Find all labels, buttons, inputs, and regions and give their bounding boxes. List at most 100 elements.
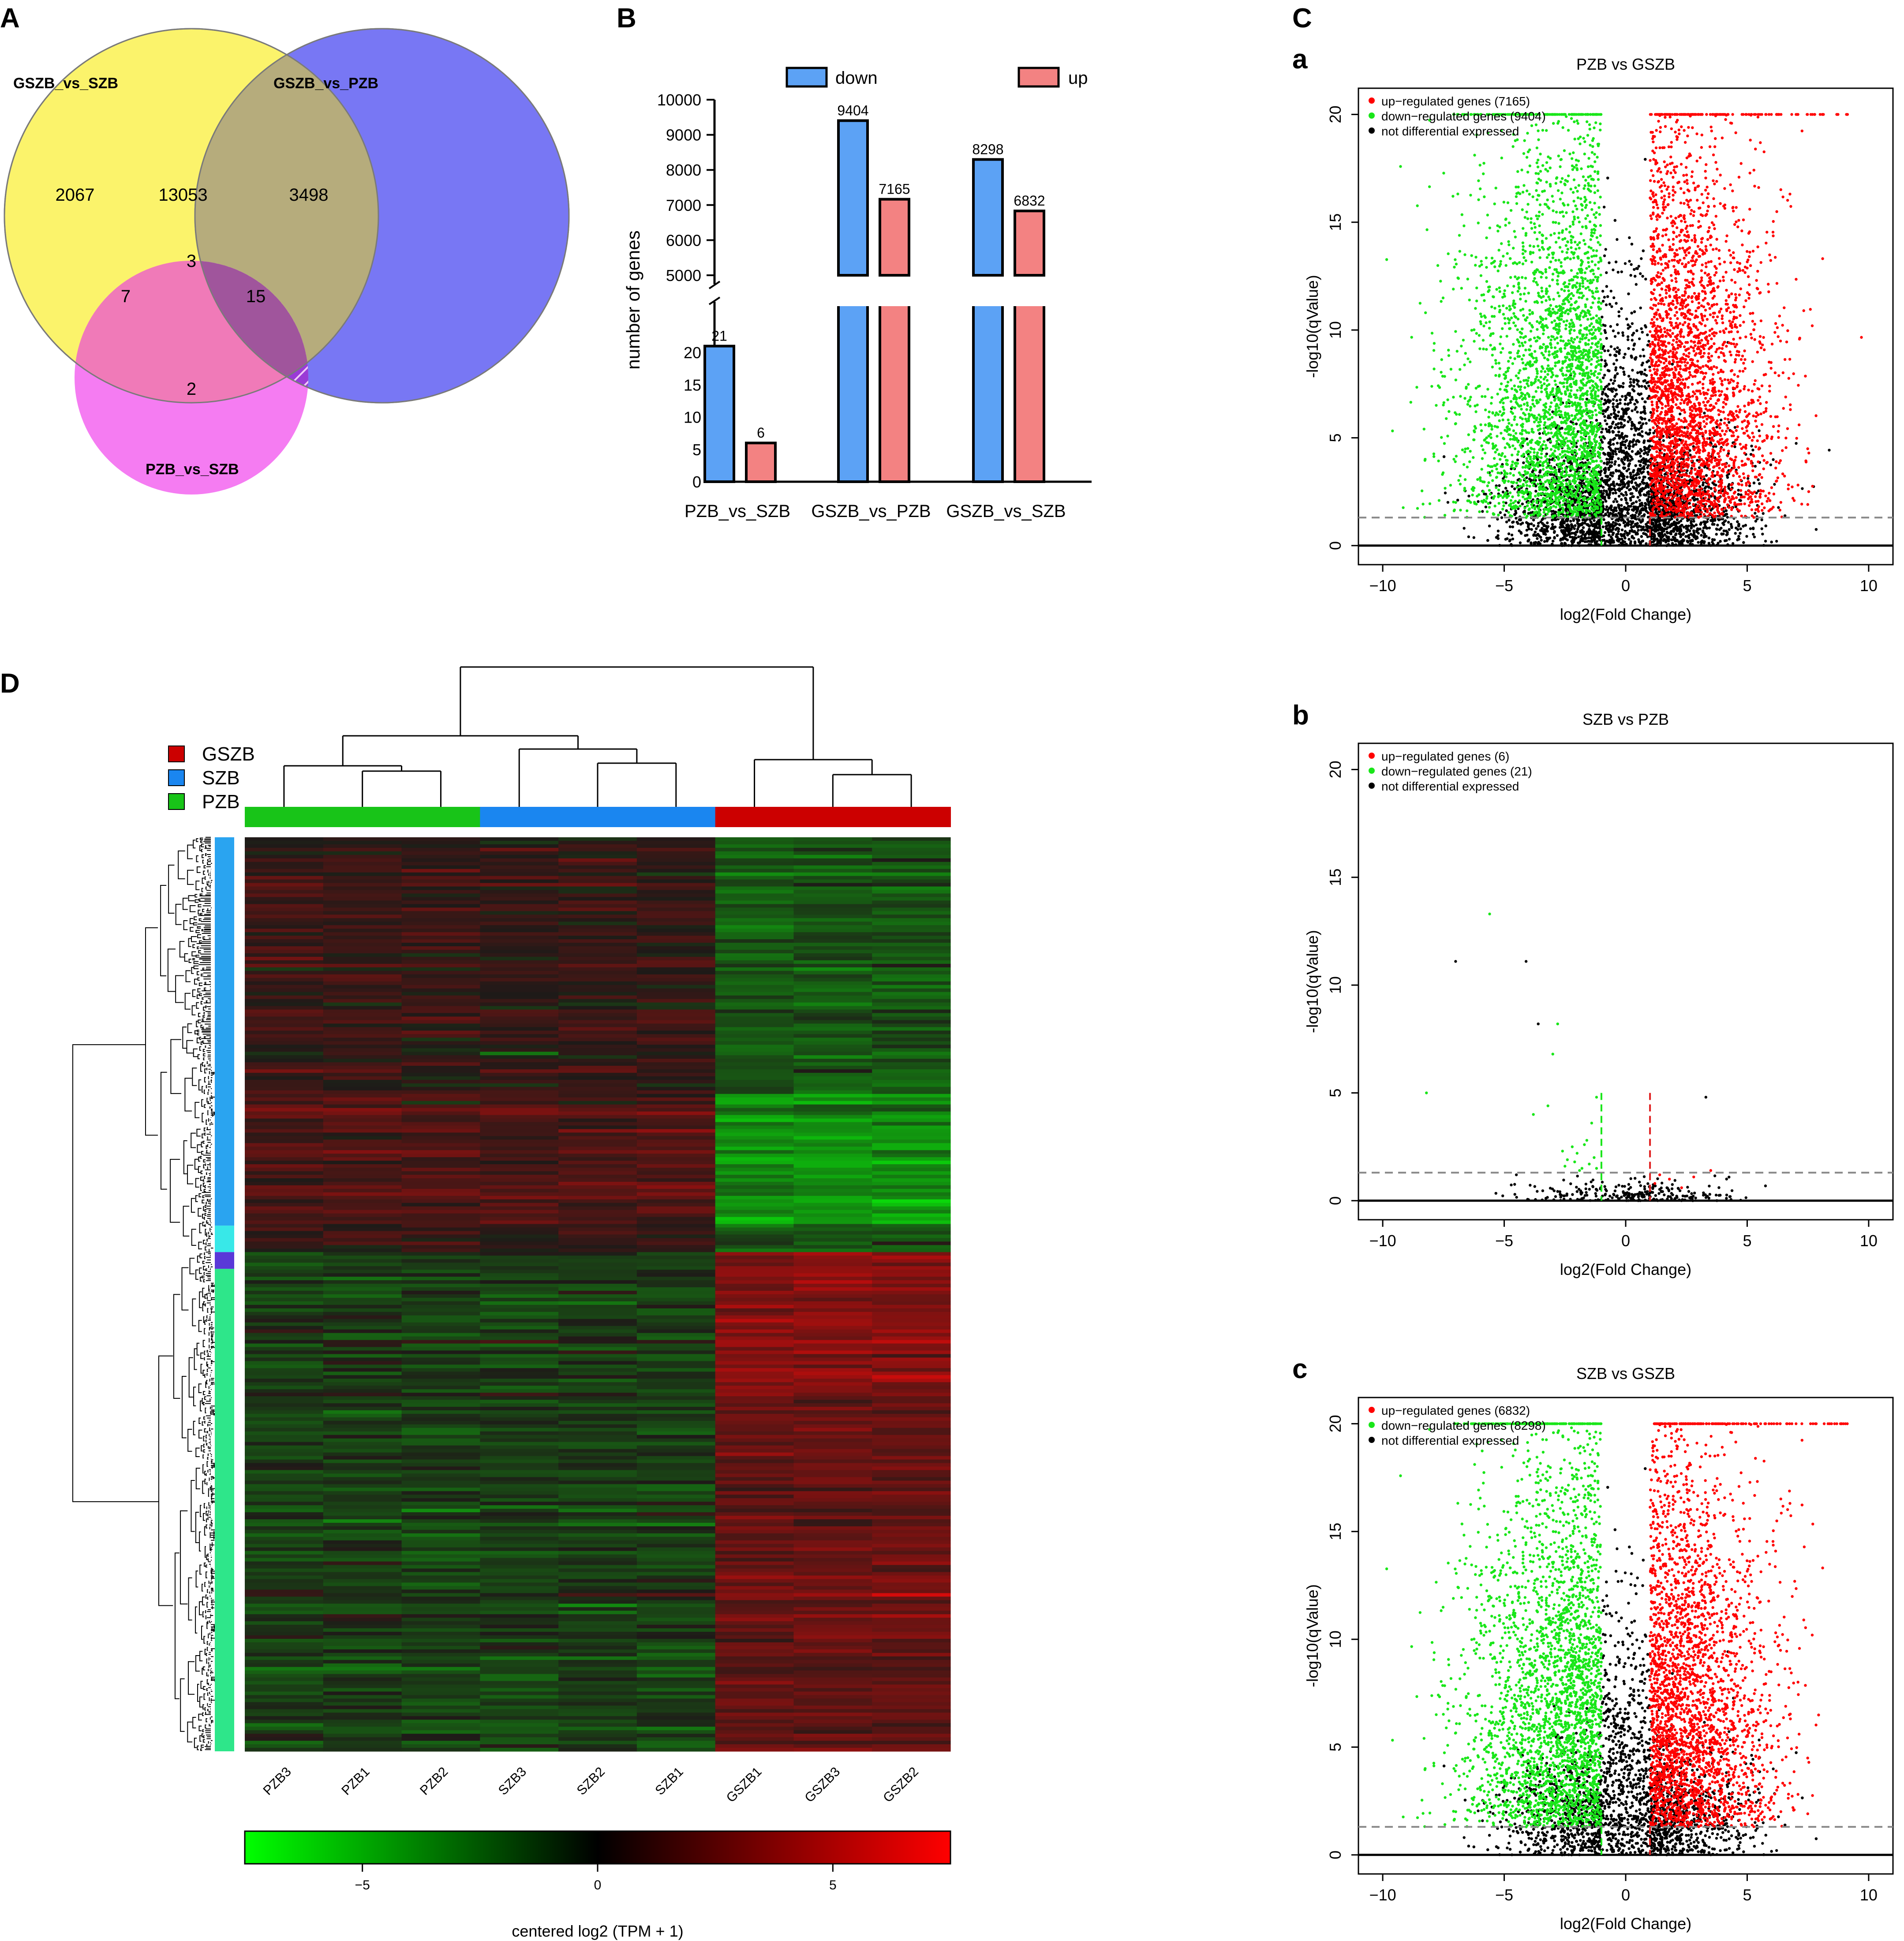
- point: [1618, 523, 1621, 526]
- point: [1654, 529, 1657, 533]
- point: [1762, 459, 1766, 462]
- point: [1611, 390, 1614, 393]
- point: [1751, 526, 1755, 530]
- point: [1698, 413, 1702, 416]
- point: [1585, 489, 1588, 493]
- point: [1567, 524, 1571, 528]
- point: [1619, 398, 1622, 401]
- legend-swatch-up: [1017, 67, 1060, 88]
- point: [1606, 493, 1609, 496]
- point: [1735, 206, 1738, 209]
- point: [1741, 427, 1744, 430]
- point: [1749, 139, 1752, 142]
- point: [1645, 533, 1648, 536]
- point: [1621, 367, 1625, 370]
- point: [1615, 350, 1618, 353]
- point: [1620, 507, 1623, 511]
- point: [1543, 540, 1546, 543]
- point: [1624, 491, 1627, 494]
- point: [1711, 494, 1715, 497]
- point: [1608, 513, 1611, 516]
- point: [1642, 348, 1645, 351]
- point: [1660, 262, 1663, 266]
- point: [1612, 296, 1616, 300]
- point: [1607, 398, 1610, 401]
- point: [1718, 394, 1721, 397]
- point: [1627, 481, 1630, 484]
- point: [1501, 463, 1504, 466]
- point: [1639, 494, 1642, 497]
- point: [1787, 487, 1790, 491]
- point: [1717, 455, 1721, 458]
- point: [1752, 481, 1756, 485]
- point: [1746, 291, 1749, 294]
- point: [1758, 429, 1761, 432]
- point: [1566, 529, 1569, 532]
- point: [1606, 475, 1609, 479]
- point: [1635, 399, 1638, 402]
- point: [1593, 519, 1596, 522]
- point: [1675, 341, 1678, 344]
- point: [1715, 322, 1718, 325]
- point: [1606, 511, 1609, 514]
- point: [1709, 397, 1712, 400]
- point: [1662, 181, 1665, 184]
- point: [1670, 524, 1673, 527]
- point: [1736, 416, 1740, 419]
- point: [1668, 162, 1672, 165]
- point: [1614, 368, 1617, 371]
- point: [1622, 356, 1626, 359]
- point: [1651, 518, 1655, 521]
- point: [1620, 307, 1623, 310]
- point: [1639, 354, 1642, 358]
- point: [1752, 169, 1755, 172]
- point: [1683, 129, 1686, 132]
- point: [1645, 494, 1648, 497]
- point: [1615, 453, 1618, 456]
- point: [1768, 390, 1771, 393]
- point: [1686, 499, 1689, 502]
- point: [1677, 418, 1680, 421]
- point: [1627, 375, 1631, 378]
- point: [1744, 335, 1747, 338]
- point: [1486, 539, 1489, 542]
- point: [1640, 430, 1644, 433]
- point: [1581, 532, 1584, 536]
- point: [1726, 516, 1729, 519]
- point: [1713, 443, 1717, 446]
- point: [1620, 528, 1624, 532]
- point: [1611, 474, 1614, 478]
- point: [1647, 359, 1650, 363]
- scatter-points: [1385, 113, 1863, 547]
- point: [1676, 467, 1679, 470]
- point: [1573, 536, 1576, 539]
- point: [1723, 539, 1727, 542]
- point: [1665, 527, 1668, 530]
- point: [1617, 410, 1620, 414]
- point: [1687, 518, 1691, 521]
- point: [1695, 523, 1698, 527]
- point: [1659, 126, 1662, 129]
- point: [1611, 487, 1614, 491]
- point: [1605, 427, 1608, 431]
- point: [1756, 351, 1759, 354]
- point: [1608, 441, 1611, 444]
- venn-value-gszb-szb-and-gszb-pzb: 13053: [158, 185, 207, 205]
- point: [1605, 457, 1608, 461]
- point: [1705, 474, 1708, 477]
- point: [1627, 532, 1631, 535]
- point: [1641, 417, 1644, 420]
- point: [1651, 341, 1654, 344]
- point: [1613, 376, 1616, 379]
- point: [1631, 536, 1634, 539]
- point: [1638, 470, 1642, 473]
- point: [1524, 534, 1527, 537]
- point: [1671, 529, 1674, 532]
- bar-legend: down up: [786, 67, 1088, 88]
- point: [1650, 318, 1654, 321]
- point: [1712, 197, 1715, 200]
- point: [1574, 524, 1577, 527]
- point: [1609, 325, 1612, 328]
- point: [1481, 510, 1484, 513]
- point: [1608, 528, 1611, 531]
